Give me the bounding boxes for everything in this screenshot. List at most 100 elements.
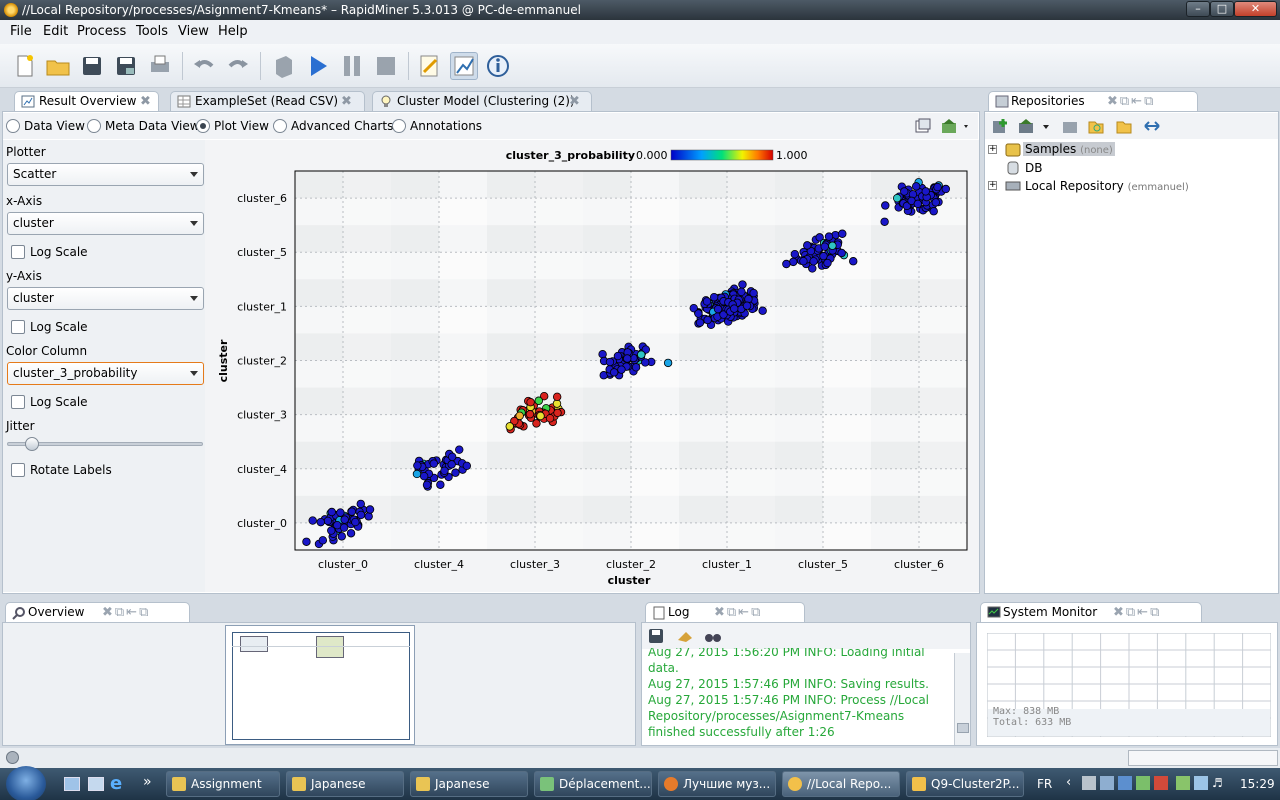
color-log-scale-checkbox[interactable] xyxy=(11,395,25,409)
tab-overview[interactable]: Overview ✖⧉⇤⧉ xyxy=(5,602,190,622)
close-tab-icon[interactable]: ✖ xyxy=(341,94,352,109)
y-axis-select[interactable]: cluster xyxy=(7,287,204,310)
open-icon[interactable] xyxy=(1061,117,1079,138)
new-folder-icon[interactable] xyxy=(1115,117,1133,138)
tray-icon[interactable] xyxy=(1136,776,1150,790)
switch-windows-icon[interactable] xyxy=(88,777,104,791)
internet-explorer-icon[interactable]: e xyxy=(110,773,123,794)
tray-expand-icon[interactable]: ‹ xyxy=(1066,775,1072,790)
refresh-folder-icon[interactable] xyxy=(1087,117,1105,138)
panel-controls[interactable]: ✖⧉⇤⧉ xyxy=(1107,94,1156,109)
import-dropdown-icon[interactable] xyxy=(1017,117,1053,138)
tab-cluster-model[interactable]: Cluster Model (Clustering (2)) ✖ xyxy=(372,91,592,111)
radio-annotations[interactable] xyxy=(392,119,406,133)
panel-controls[interactable]: ✖⧉⇤⧉ xyxy=(1113,605,1162,620)
expand-icon[interactable]: + xyxy=(988,180,997,190)
tab-exampleset[interactable]: ExampleSet (Read CSV) ✖ xyxy=(170,91,365,111)
repository-tree: + Samples (none) DB + Local Repository (… xyxy=(988,141,1276,201)
tray-icon[interactable] xyxy=(1100,776,1114,790)
save-icon[interactable] xyxy=(78,52,106,80)
radio-advanced-charts[interactable] xyxy=(273,119,287,133)
tab-log[interactable]: Log ✖⧉⇤⧉ xyxy=(645,602,805,622)
tab-result-overview[interactable]: Result Overview ✖ xyxy=(14,91,159,111)
language-indicator[interactable]: FR xyxy=(1037,777,1053,791)
data-point xyxy=(709,292,719,302)
menu-file[interactable]: File xyxy=(10,24,32,39)
close-tab-icon[interactable]: ✖ xyxy=(140,94,151,109)
tray-icon[interactable] xyxy=(1082,776,1096,790)
viewport-frame[interactable] xyxy=(232,632,410,740)
volume-icon[interactable]: ♬ xyxy=(1212,776,1223,790)
taskbar-item[interactable]: Assignment xyxy=(166,771,280,797)
show-desktop-icon[interactable] xyxy=(64,777,80,791)
info-icon[interactable] xyxy=(484,52,512,80)
taskbar-item[interactable]: Q9-Cluster2P... xyxy=(906,771,1024,797)
log-scrollbar[interactable] xyxy=(954,653,970,745)
tab-repositories[interactable]: Repositories ✖⧉⇤⧉ xyxy=(988,91,1198,111)
scrollbar-thumb[interactable] xyxy=(957,723,969,733)
undo-icon[interactable] xyxy=(190,52,218,80)
taskbar-item[interactable]: //Local Repo... xyxy=(782,771,900,797)
y-log-scale-checkbox[interactable] xyxy=(11,320,25,334)
redo-icon[interactable] xyxy=(224,52,252,80)
jitter-slider-thumb[interactable] xyxy=(25,437,40,451)
tree-item-db[interactable]: DB xyxy=(1025,161,1042,175)
panel-controls[interactable]: ✖⧉⇤⧉ xyxy=(714,605,763,620)
radio-data-view[interactable] xyxy=(6,119,20,133)
export-dropdown-icon[interactable] xyxy=(940,117,972,135)
radio-plot-view[interactable] xyxy=(196,119,210,133)
menu-help[interactable]: Help xyxy=(218,24,248,39)
jitter-slider-track[interactable] xyxy=(7,442,203,446)
taskbar-item[interactable]: Japanese xyxy=(410,771,528,797)
minimize-button[interactable]: – xyxy=(1186,1,1210,17)
x-axis-select[interactable]: cluster xyxy=(7,212,204,235)
taskbar-item[interactable]: Лучшие муз... xyxy=(658,771,776,797)
design-perspective-icon[interactable] xyxy=(416,52,444,80)
pause-icon[interactable] xyxy=(338,52,366,80)
copy-plot-icon[interactable] xyxy=(914,118,932,134)
taskbar-item[interactable]: Japanese xyxy=(286,771,404,797)
color-column-select[interactable]: cluster_3_probability xyxy=(7,362,204,385)
tray-icon[interactable] xyxy=(1154,776,1168,790)
menu-tools[interactable]: Tools xyxy=(136,24,169,39)
save-log-icon[interactable] xyxy=(648,628,664,647)
run-icon[interactable] xyxy=(304,52,332,80)
close-button[interactable]: ✕ xyxy=(1234,1,1277,17)
clear-log-icon[interactable] xyxy=(676,628,694,647)
link-icon[interactable] xyxy=(1143,117,1161,138)
scatter-plot[interactable]: cluster_0 cluster_4 cluster_3 cluster_2 clus… xyxy=(205,140,979,592)
data-point xyxy=(413,461,422,470)
panel-controls[interactable]: ✖⧉⇤⧉ xyxy=(102,605,151,620)
plotter-select[interactable]: Scatter xyxy=(7,163,204,186)
tray-icon[interactable] xyxy=(1176,776,1190,790)
network-icon[interactable] xyxy=(1194,776,1208,790)
menu-process[interactable]: Process xyxy=(77,24,127,39)
tray-icon[interactable] xyxy=(1118,776,1132,790)
search-log-icon[interactable] xyxy=(704,628,722,647)
x-log-scale-checkbox[interactable] xyxy=(11,245,25,259)
maximize-button[interactable]: □ xyxy=(1210,1,1234,17)
new-process-icon[interactable] xyxy=(10,52,38,80)
clock[interactable]: 15:29 xyxy=(1240,777,1275,791)
process-overview-map[interactable] xyxy=(225,625,415,745)
x-tick-label: cluster_1 xyxy=(702,558,752,571)
close-tab-icon[interactable]: ✖ xyxy=(569,94,580,109)
taskbar-item[interactable]: Déplacement... xyxy=(534,771,652,797)
print-icon[interactable] xyxy=(146,52,174,80)
validate-icon[interactable] xyxy=(270,52,298,80)
tree-item-samples[interactable]: Samples (none) xyxy=(1023,142,1115,156)
tree-item-local-repository[interactable]: Local Repository (emmanuel) xyxy=(1025,179,1189,193)
result-perspective-icon[interactable] xyxy=(450,52,478,80)
rotate-labels-checkbox[interactable] xyxy=(11,463,25,477)
radio-meta-data-view[interactable] xyxy=(87,119,101,133)
expand-icon[interactable]: + xyxy=(988,144,997,154)
menu-view[interactable]: View xyxy=(178,24,209,39)
add-repository-icon[interactable] xyxy=(991,117,1009,138)
menu-edit[interactable]: Edit xyxy=(43,24,69,39)
open-folder-icon[interactable] xyxy=(44,52,72,80)
save-as-icon[interactable] xyxy=(112,52,140,80)
stop-icon[interactable] xyxy=(372,52,400,80)
tab-system-monitor[interactable]: System Monitor ✖⧉⇤⧉ xyxy=(980,602,1202,622)
more-icon[interactable]: » xyxy=(143,774,152,790)
start-button[interactable] xyxy=(6,766,46,800)
